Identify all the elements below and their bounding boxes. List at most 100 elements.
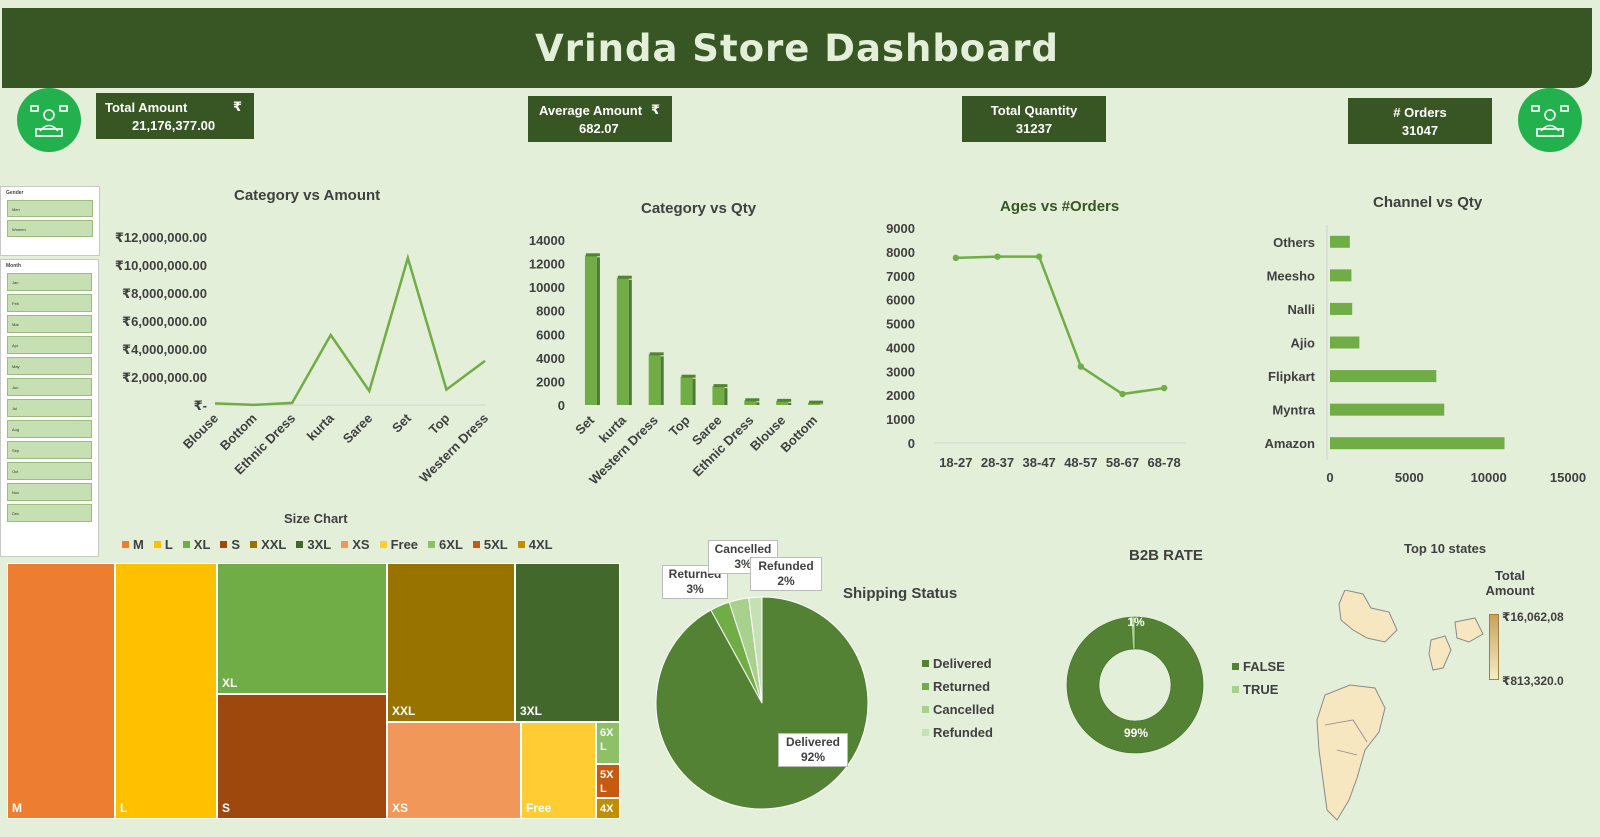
bar-side bbox=[661, 356, 664, 405]
treemap-cell: 3XL bbox=[515, 563, 620, 722]
legend-label: TRUE bbox=[1243, 682, 1278, 697]
legend-label: XS bbox=[352, 537, 369, 552]
ytick-label: Amazon bbox=[1264, 436, 1315, 451]
bar-top bbox=[809, 401, 823, 404]
ytick-label: ₹6,000,000.00 bbox=[122, 314, 207, 329]
treemap-label: L bbox=[120, 801, 127, 815]
month-option-jun[interactable]: Jun bbox=[7, 378, 92, 396]
bar-side bbox=[629, 280, 632, 405]
xtick-label: kurta bbox=[304, 410, 338, 444]
bar bbox=[1330, 269, 1351, 281]
month-option-jul[interactable]: Jul bbox=[7, 399, 92, 417]
legend-swatch bbox=[122, 541, 129, 548]
month-option-sep[interactable]: Sep bbox=[7, 441, 92, 459]
bar bbox=[681, 377, 693, 405]
legend-label: 5XL bbox=[484, 537, 508, 552]
treemap-cell: 4X bbox=[596, 798, 620, 819]
month-option-feb[interactable]: Feb bbox=[7, 294, 92, 312]
treemap-cell: S bbox=[217, 694, 387, 819]
treemap-cell: 6X L bbox=[596, 722, 620, 764]
map-region-south bbox=[1317, 685, 1385, 820]
month-option-aug[interactable]: Aug bbox=[7, 420, 92, 438]
ytick-label: 2000 bbox=[886, 388, 915, 403]
rupee-icon: ₹ bbox=[233, 99, 242, 115]
kpi-average-amount: Average Amount ₹ 682.07 bbox=[528, 96, 672, 142]
ytick-label: 10000 bbox=[529, 280, 565, 295]
bar bbox=[1330, 337, 1359, 349]
right-avatar-icon bbox=[1518, 88, 1582, 152]
category-amount-chart: ₹-₹2,000,000.00₹4,000,000.00₹6,000,000.0… bbox=[100, 215, 500, 490]
left-avatar-icon bbox=[17, 88, 81, 152]
size-legend-item: 5XL bbox=[473, 537, 508, 552]
category-qty-chart: 02000400060008000100001200014000Setkurta… bbox=[520, 225, 850, 495]
ytick-label: Ajio bbox=[1290, 336, 1315, 351]
callout-delivered-value: 92% bbox=[801, 750, 825, 764]
xtick-label: Top bbox=[426, 410, 453, 437]
callout-refunded-value: 2% bbox=[777, 574, 794, 588]
xtick-label: 28-37 bbox=[981, 455, 1014, 470]
gender-option-men[interactable]: Men bbox=[7, 200, 93, 217]
gender-option-women[interactable]: Women bbox=[7, 220, 93, 237]
legend-swatch bbox=[250, 541, 257, 548]
legend-swatch bbox=[518, 541, 525, 548]
map-legend-title: Total Amount bbox=[1480, 568, 1540, 598]
legend-label: L bbox=[165, 537, 173, 552]
series-line bbox=[215, 258, 485, 405]
month-option-oct[interactable]: Oct bbox=[7, 462, 92, 480]
size-legend-item: 3XL bbox=[296, 537, 331, 552]
month-option-nov[interactable]: Nov bbox=[7, 483, 92, 501]
bar-top bbox=[650, 352, 664, 355]
dashboard-title: Vrinda Store Dashboard bbox=[535, 27, 1059, 70]
map-legend-max: ₹16,062,08 bbox=[1502, 610, 1564, 624]
legend-label: Returned bbox=[933, 679, 990, 694]
callout-delivered-label: Delivered bbox=[786, 735, 840, 749]
treemap-label: Free bbox=[526, 801, 551, 815]
month-option-may[interactable]: May bbox=[7, 357, 92, 375]
ytick-label: 8000 bbox=[886, 245, 915, 260]
month-option-dec[interactable]: Dec bbox=[7, 504, 92, 522]
month-option-jan[interactable]: Jan bbox=[7, 273, 92, 291]
month-option-mar[interactable]: Mar bbox=[7, 315, 92, 333]
kpi-total-quantity: Total Quantity 31237 bbox=[962, 96, 1106, 142]
size-legend-item: M bbox=[122, 537, 144, 552]
legend-swatch bbox=[473, 541, 480, 548]
map-region-north bbox=[1339, 590, 1397, 642]
kpi-total-quantity-value: 31237 bbox=[962, 121, 1106, 136]
b2b-rate-donut: 1%99% bbox=[1060, 610, 1210, 760]
treemap-cell: XL bbox=[217, 563, 387, 694]
treemap-cell: 5X L bbox=[596, 764, 620, 798]
ages-orders-title: Ages vs #Orders bbox=[1000, 198, 1119, 215]
ytick-label: 0 bbox=[908, 436, 915, 451]
ytick-label: 2000 bbox=[536, 374, 565, 389]
ytick-label: Meesho bbox=[1267, 268, 1315, 283]
kpi-total-amount: Total Amount ₹ 21,176,377.00 bbox=[96, 93, 254, 139]
ytick-label: 7000 bbox=[886, 269, 915, 284]
size-legend-item: XL bbox=[183, 537, 211, 552]
bar bbox=[712, 386, 724, 405]
map-legend-min: ₹813,320.0 bbox=[1502, 674, 1564, 688]
size-legend-item: XXL bbox=[250, 537, 286, 552]
bar bbox=[1330, 236, 1350, 248]
legend-swatch bbox=[1232, 663, 1239, 670]
map-legend: Total Amount ₹16,062,08 ₹813,320.0 bbox=[1480, 568, 1570, 598]
ytick-label: Flipkart bbox=[1268, 369, 1316, 384]
month-option-apr[interactable]: Apr bbox=[7, 336, 92, 354]
legend-label: Cancelled bbox=[933, 702, 994, 717]
size-legend-item: 4XL bbox=[518, 537, 553, 552]
legend-swatch bbox=[183, 541, 190, 548]
month-list: Jan Feb Mar Apr May Jun Jul Aug Sep Oct Nov Dec bbox=[1, 273, 98, 522]
legend-label: 6XL bbox=[439, 537, 463, 552]
data-point bbox=[1036, 253, 1042, 259]
rupee-icon: ₹ bbox=[651, 102, 660, 118]
legend-swatch bbox=[922, 683, 929, 690]
bar-top bbox=[618, 276, 632, 279]
legend-swatch bbox=[922, 660, 929, 667]
bar bbox=[1330, 437, 1505, 449]
xtick-label: Set bbox=[572, 412, 597, 437]
ytick-label: Nalli bbox=[1288, 302, 1315, 317]
size-legend-item: XS bbox=[341, 537, 369, 552]
ytick-label: 0 bbox=[558, 398, 565, 413]
callout-delivered: Delivered 92% bbox=[778, 733, 848, 767]
kpi-orders: # Orders 31047 bbox=[1348, 98, 1492, 144]
bar-side bbox=[724, 388, 727, 405]
